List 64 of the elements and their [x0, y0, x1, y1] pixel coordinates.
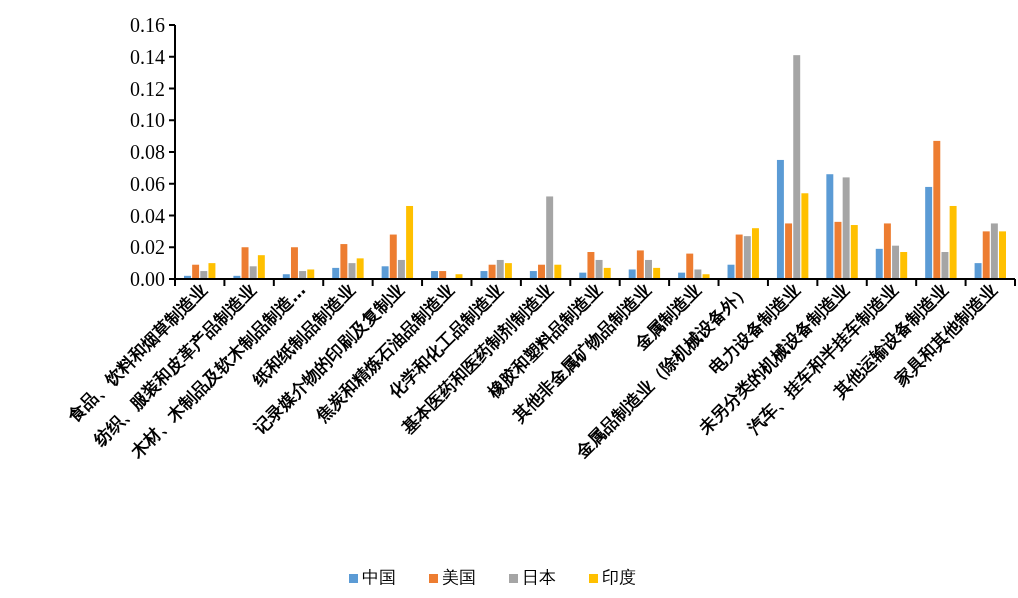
bar: [249, 266, 257, 279]
bar: [735, 234, 743, 279]
bar: [883, 223, 891, 279]
bar: [999, 231, 1006, 279]
bar: [892, 245, 900, 279]
bar: [397, 259, 405, 279]
bar: [801, 193, 809, 279]
bar: [208, 263, 216, 279]
bar: [554, 264, 562, 279]
bar: [381, 266, 389, 279]
bar: [982, 231, 990, 279]
bar: [645, 259, 652, 279]
bar: [793, 55, 801, 279]
bar: [826, 174, 834, 279]
bar: [776, 159, 784, 279]
bar: [785, 223, 793, 279]
bar: [538, 264, 545, 279]
bar: [241, 247, 249, 279]
bar: [850, 225, 858, 279]
legend-label: 印度: [602, 567, 636, 587]
bar: [496, 259, 504, 279]
bar: [636, 250, 644, 279]
legend-label: 日本: [522, 567, 556, 587]
bar: [356, 258, 364, 279]
bar: [686, 253, 694, 279]
bar: [504, 263, 512, 279]
bar: [694, 269, 702, 279]
bar: [340, 244, 348, 279]
bar: [307, 269, 315, 279]
bar: [389, 234, 397, 279]
legend-label: 美国: [442, 567, 476, 587]
y-tick-label: 0.14: [130, 45, 165, 68]
y-tick-label: 0.10: [130, 109, 165, 132]
bar: [587, 252, 595, 279]
bar: [925, 186, 933, 279]
y-tick-label: 0.08: [130, 141, 165, 163]
legend-label: 中国: [362, 567, 396, 587]
y-tick-label: 0.16: [130, 14, 165, 36]
bar: [933, 140, 941, 279]
bar: [941, 252, 949, 279]
y-tick-label: 0.12: [130, 77, 165, 100]
bar: [842, 177, 850, 279]
bar: [488, 264, 496, 279]
y-tick-label: 0.06: [130, 172, 165, 195]
bar: [974, 263, 982, 279]
bar: [546, 196, 554, 279]
bar: [290, 247, 298, 279]
bar: [406, 205, 414, 279]
bar: [595, 259, 603, 279]
y-tick-label: 0.00: [130, 268, 165, 290]
bar: [653, 267, 661, 279]
bar: [875, 248, 883, 279]
bar: [990, 223, 998, 279]
bar: [332, 267, 340, 279]
bar: [949, 205, 957, 279]
bar: [743, 236, 751, 279]
bar: [628, 269, 636, 279]
y-tick-label: 0.02: [130, 236, 165, 259]
y-tick-label: 0.04: [130, 204, 165, 227]
bar: [192, 264, 200, 279]
bar: [751, 228, 759, 279]
bar: [900, 252, 908, 279]
bar: [603, 267, 611, 279]
bar: [257, 255, 265, 279]
